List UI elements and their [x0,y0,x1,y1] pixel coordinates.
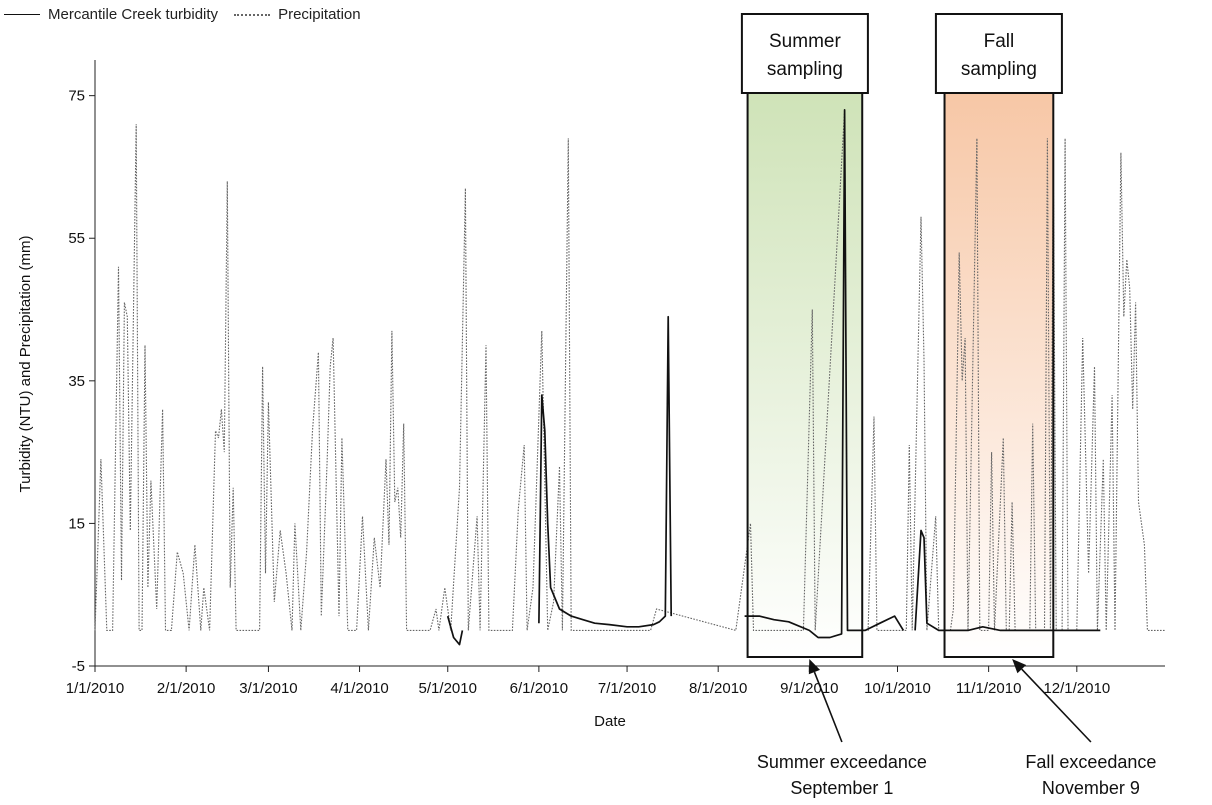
y-axis-title: Turbidity (NTU) and Precipitation (mm) [17,235,34,492]
legend-solid-line-icon [4,14,40,15]
x-axis-title: Date [594,713,626,730]
summer-exceedance-label: September 1 [790,778,893,798]
fall-sampling-label: Fall [984,31,1015,52]
summer-exceedance-label: Summer exceedance [757,752,927,772]
y-tick-label: 75 [68,88,85,105]
x-tick-label: 6/1/2010 [510,680,568,697]
x-tick-label: 11/1/2010 [956,680,1022,697]
x-tick-label: 4/1/2010 [330,680,388,697]
summer-exceedance-arrowhead [808,659,821,675]
fall-sampling-label: sampling [961,59,1037,80]
fall-sampling-label-box [934,13,1063,94]
summer-exceedance-arrow [813,671,843,743]
x-tick-label: 8/1/2010 [689,680,747,697]
y-tick-label: -5 [72,658,85,675]
summer-sampling-label: sampling [767,59,843,80]
legend-precipitation-label: Precipitation [278,6,361,23]
x-tick-label: 2/1/2010 [157,680,215,697]
turbidity-series-line [538,315,673,628]
summer-sampling-label-box [740,13,869,94]
legend: Mercantile Creek turbidity Precipitation [4,6,377,23]
summer-sampling-label: Summer [769,31,841,52]
legend-item-precipitation: Precipitation [234,6,361,23]
x-tick-label: 1/1/2010 [66,680,124,697]
legend-turbidity-label: Mercantile Creek turbidity [48,6,219,23]
x-tick-label: 10/1/2010 [864,680,931,697]
turbidity-series-line [446,615,464,646]
y-tick-label: 35 [68,373,85,390]
legend-item-turbidity: Mercantile Creek turbidity [4,6,218,23]
x-tick-label: 3/1/2010 [239,680,297,697]
x-tick-label: 9/1/2010 [780,680,838,697]
y-tick-label: 55 [68,230,85,247]
y-tick-label: 15 [68,515,85,532]
fall-exceedance-arrow [1021,668,1092,743]
turbidity-series-line [744,109,905,639]
precipitation-series-line [94,109,1165,632]
legend-dotted-line-icon [234,13,271,16]
fall-exceedance-arrowhead [1012,659,1027,674]
x-tick-label: 7/1/2010 [598,680,656,697]
x-tick-label: 12/1/2010 [1043,680,1110,697]
turbidity-series-line [914,529,1101,632]
fall-sampling-band [944,93,1054,657]
fall-exceedance-label: Fall exceedance [1025,752,1156,772]
fall-exceedance-label: November 9 [1042,778,1140,798]
x-tick-label: 5/1/2010 [419,680,477,697]
